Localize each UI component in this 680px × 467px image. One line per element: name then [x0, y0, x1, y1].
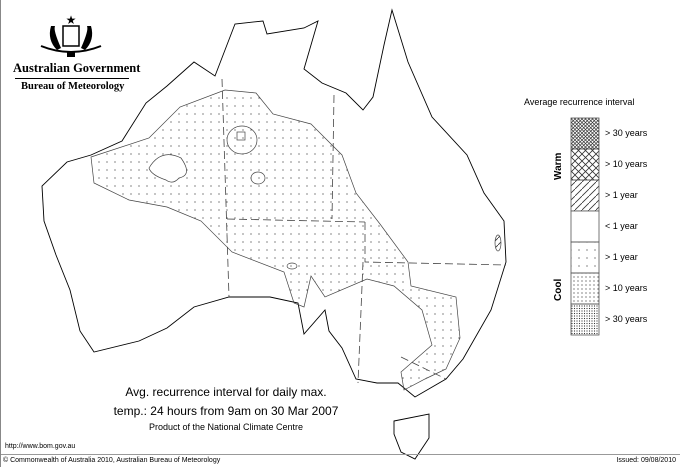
contour [236, 131, 246, 141]
state-borders [221, 78, 507, 384]
agency-name: Bureau of Meteorology [21, 81, 125, 92]
legend-swatch-cool-30 [570, 303, 600, 336]
legend-label: > 30 years [605, 314, 648, 324]
coat-of-arms-logo: ★ [11, 10, 131, 65]
website-link[interactable]: http://www.bom.gov.au [5, 443, 76, 450]
legend-label: > 10 years [605, 159, 648, 169]
legend-swatches [570, 117, 600, 336]
legend-swatch-normal [570, 210, 600, 243]
contour [148, 154, 187, 183]
tasmania-outline [393, 413, 430, 460]
contour [494, 234, 502, 252]
legend-label: > 1 year [605, 252, 638, 262]
legend-label: > 10 years [605, 283, 648, 293]
legend-title: Average recurrence interval [524, 97, 635, 107]
government-name: Australian Government [13, 61, 141, 75]
legend-swatch-warm-10 [570, 148, 600, 181]
map-credit: Product of the National Climate Centre [148, 422, 304, 432]
copyright: © Commonwealth of Australia 2010, Austra… [3, 457, 221, 464]
legend-swatch-warm-30 [570, 117, 600, 150]
contour [226, 125, 258, 155]
legend-swatch-warm-1 [570, 179, 600, 212]
contour [250, 171, 266, 185]
legend-warm-label: Warm [553, 152, 564, 180]
legend-swatch-cool-1 [570, 241, 600, 274]
contour [286, 262, 298, 270]
footer-divider [1, 454, 680, 455]
legend-label: > 30 years [605, 128, 648, 138]
legend-cool-label: Cool [553, 278, 564, 301]
coat-of-arms-icon: ★ [40, 13, 102, 57]
issued-date: Issued: 09/08/2010 [616, 457, 676, 464]
legend-label: < 1 year [605, 221, 638, 231]
legend-swatch-cool-10 [570, 272, 600, 305]
header-divider [15, 78, 129, 79]
svg-text:★: ★ [66, 13, 77, 27]
legend-label: > 1 year [605, 190, 638, 200]
map-title-line2: temp.: 24 hours from 9am on 30 Mar 2007 [113, 404, 339, 418]
map-title-line1: Avg. recurrence interval for daily max. [125, 385, 327, 399]
